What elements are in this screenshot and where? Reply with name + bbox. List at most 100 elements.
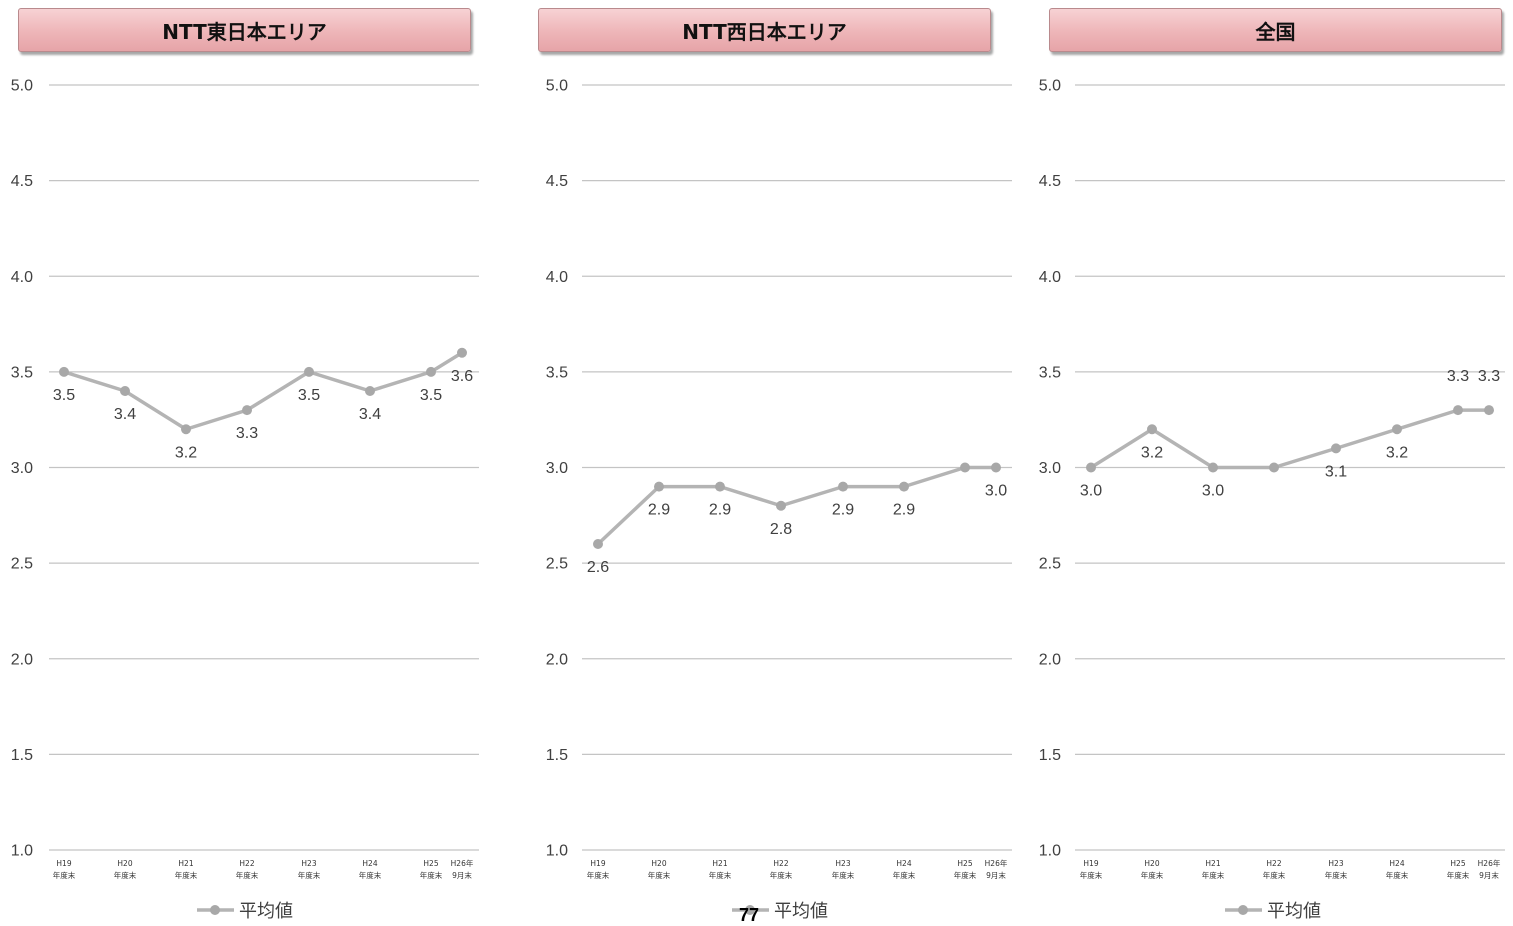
data-point: [1484, 405, 1494, 416]
data-label: 3.1: [1325, 463, 1347, 480]
data-point: [242, 405, 252, 416]
line-chart: 5.0 4.5 4.0 3.5 3.0 2.5 2.0 1.5 1.0 H19 年度末 H20 年度末 H…: [1039, 78, 1505, 922]
data-point: [181, 424, 191, 435]
data-label: 2.6: [587, 559, 609, 576]
data-point: [457, 347, 467, 358]
x-tick-label: 9月末: [1479, 870, 1499, 880]
x-tick-label: H23: [835, 859, 850, 868]
x-tick-label: H19: [590, 859, 605, 868]
data-label: 2.9: [709, 502, 731, 519]
series-line: [596, 465, 996, 546]
data-point: [991, 462, 1001, 473]
x-tick-label: H20: [651, 859, 666, 868]
y-tick-label: 3.0: [1039, 460, 1061, 477]
data-label: 3.2: [1386, 444, 1408, 461]
x-tick-label: H22: [773, 859, 788, 868]
data-point: [59, 366, 69, 377]
x-tick-label: H25: [957, 859, 972, 868]
data-point: [1331, 443, 1341, 454]
data-point: [1086, 462, 1096, 473]
x-tick-label: 年度末: [175, 870, 198, 880]
legend-swatch-marker: [210, 905, 220, 915]
y-tick-label: 3.5: [1039, 364, 1061, 381]
x-tick-label: 年度末: [1263, 870, 1286, 880]
x-tick-label: H25: [1450, 859, 1465, 868]
x-tick-label: H20: [1144, 859, 1159, 868]
data-point: [960, 462, 970, 473]
x-tick-label: H21: [1205, 859, 1220, 868]
data-label: 3.4: [359, 406, 381, 423]
y-tick-label: 4.0: [546, 269, 568, 286]
x-tick-label: 年度末: [587, 870, 610, 880]
data-point: [715, 481, 725, 492]
x-tick-label: 年度末: [1202, 870, 1225, 880]
x-tick-label: 年度末: [298, 870, 321, 880]
y-tick-label: 2.5: [11, 556, 33, 573]
chart-panel-national: 全国 5.0 4.5 4.0 3.5 3.0 2.5 2.0 1.5 1.0 H19 年度末 H20 年…: [1028, 0, 1513, 925]
data-label: 3.5: [420, 387, 442, 404]
data-label: 3.5: [298, 387, 320, 404]
y-tick-label: 2.0: [11, 651, 33, 668]
data-point: [593, 539, 603, 549]
y-tick-label: 2.0: [1039, 651, 1061, 668]
y-tick-label: 1.5: [1039, 747, 1061, 764]
x-tick-label: H26年: [451, 858, 474, 868]
y-tick-label: 2.0: [546, 651, 568, 668]
line-chart: 5.0 4.5 4.0 3.5 3.0 2.5 2.0 1.5 1.0 H19 年度末 H20 年度末 H…: [546, 78, 1012, 922]
y-tick-label: 5.0: [11, 78, 33, 95]
data-label: 2.9: [832, 502, 854, 519]
y-tick-label: 2.5: [546, 556, 568, 573]
data-point: [1392, 424, 1402, 435]
x-tick-label: 年度末: [1386, 870, 1409, 880]
data-point: [838, 481, 848, 492]
y-tick-label: 5.0: [1039, 78, 1061, 95]
data-label: 3.2: [175, 444, 197, 461]
data-label: 3.2: [1141, 444, 1163, 461]
chart-title: NTT西日本エリア: [538, 8, 991, 52]
x-tick-label: H26年: [1478, 858, 1501, 868]
x-tick-label: H21: [712, 859, 727, 868]
legend-label: 平均値: [239, 901, 293, 922]
y-tick-label: 1.0: [11, 843, 33, 860]
chart-panel-east: NTT東日本エリア 5.0 4.5 4.0 3.5 3.0 2.5 2.0 1.5 1.0 H19…: [0, 0, 500, 925]
y-tick-label: 4.0: [11, 269, 33, 286]
legend-label: 平均値: [1267, 901, 1321, 922]
y-tick-label: 3.0: [11, 460, 33, 477]
data-point: [776, 500, 786, 511]
x-tick-label: 年度末: [1325, 870, 1348, 880]
x-tick-label: 年度末: [359, 870, 382, 880]
data-point: [1147, 424, 1157, 435]
data-label: 3.0: [1080, 483, 1102, 500]
x-tick-label: H22: [1266, 859, 1281, 868]
data-label: 2.9: [648, 502, 670, 519]
data-label: 3.4: [114, 406, 136, 423]
data-label: 3.0: [985, 483, 1007, 500]
chart-title: 全国: [1049, 8, 1502, 52]
x-tick-label: H24: [896, 859, 911, 868]
data-label: 3.0: [1202, 483, 1224, 500]
x-tick-label: 年度末: [114, 870, 137, 880]
x-tick-label: H22: [239, 859, 254, 868]
x-tick-label: H20: [117, 859, 132, 868]
data-point: [1208, 462, 1218, 473]
x-tick-label: 年度末: [709, 870, 732, 880]
x-tick-label: 9月末: [452, 870, 472, 880]
x-tick-label: 年度末: [954, 870, 977, 880]
x-tick-label: H19: [1083, 859, 1098, 868]
y-tick-label: 4.5: [546, 173, 568, 190]
x-tick-label: 年度末: [770, 870, 793, 880]
x-tick-label: 年度末: [1080, 870, 1103, 880]
y-tick-label: 4.0: [1039, 269, 1061, 286]
data-label: 3.3: [1478, 368, 1500, 385]
x-tick-label: H26年: [985, 858, 1008, 868]
x-tick-label: 年度末: [832, 870, 855, 880]
y-tick-label: 1.0: [1039, 843, 1061, 860]
data-point: [120, 386, 130, 396]
data-label: 2.9: [893, 502, 915, 519]
data-label: 3.6: [451, 368, 473, 385]
x-tick-label: 年度末: [1141, 870, 1164, 880]
y-tick-label: 1.0: [546, 843, 568, 860]
data-label: 3.3: [236, 425, 258, 442]
x-tick-label: H24: [362, 859, 377, 868]
x-tick-label: H24: [1389, 859, 1404, 868]
